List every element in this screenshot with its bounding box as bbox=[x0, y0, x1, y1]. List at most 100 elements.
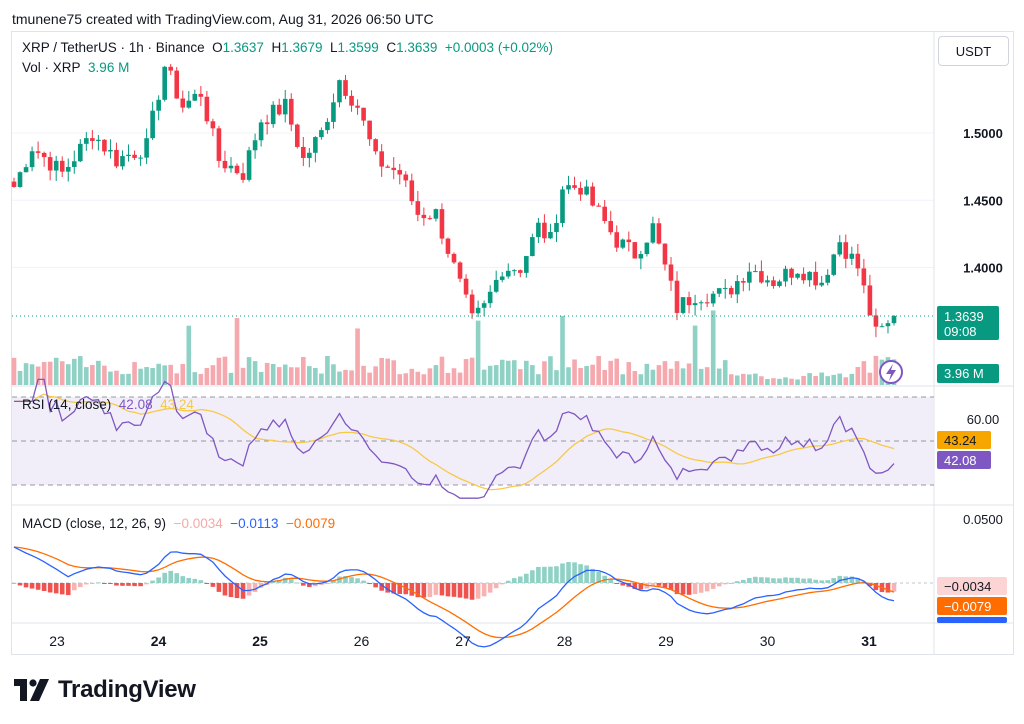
macd-histogram-bar bbox=[41, 583, 47, 591]
volume-bar bbox=[53, 357, 59, 385]
candle-body bbox=[228, 165, 234, 169]
macd-histogram-bar bbox=[162, 572, 167, 583]
macd-histogram-bar bbox=[343, 576, 348, 583]
volume-bar bbox=[288, 367, 294, 385]
volume-bar bbox=[855, 367, 861, 385]
macd-histogram-bar bbox=[180, 576, 186, 583]
volume-bar bbox=[662, 361, 668, 385]
volume-bar bbox=[65, 364, 71, 385]
macd-histogram-bar bbox=[421, 583, 427, 598]
candle-body bbox=[765, 280, 770, 283]
time-tick-label: 29 bbox=[658, 633, 674, 649]
volume-bar bbox=[192, 372, 198, 385]
volume-bar bbox=[258, 372, 264, 385]
candle-body bbox=[656, 223, 662, 244]
volume-bars bbox=[11, 310, 897, 385]
candle-body bbox=[11, 181, 17, 187]
volume-bar bbox=[499, 359, 505, 385]
volume-bar bbox=[493, 365, 499, 385]
candle-body bbox=[240, 173, 246, 180]
volume-bar bbox=[704, 367, 710, 385]
candle-body bbox=[837, 242, 843, 255]
macd-hist-badge-label: −0.0034 bbox=[944, 579, 991, 594]
candle-body bbox=[843, 242, 849, 259]
volume-bar bbox=[325, 356, 330, 385]
tradingview-logo[interactable]: TradingView bbox=[14, 676, 196, 704]
volume-bar bbox=[355, 328, 360, 385]
volume-bar bbox=[825, 376, 830, 385]
macd-histogram-bar bbox=[674, 583, 680, 595]
candle-body bbox=[325, 121, 330, 131]
macd-histogram-bar bbox=[373, 583, 378, 588]
macd-histogram-bar bbox=[614, 583, 620, 584]
currency-unit-button[interactable]: USDT bbox=[938, 36, 1009, 66]
volume-bar bbox=[469, 357, 475, 385]
volume-bar bbox=[216, 357, 222, 385]
macd-histogram-bar bbox=[90, 583, 95, 584]
volume-bar bbox=[710, 310, 716, 385]
macd-histogram-bar bbox=[771, 578, 776, 583]
volume-bar bbox=[650, 369, 656, 385]
candle-body bbox=[433, 209, 439, 219]
macd-histogram-bar bbox=[276, 579, 282, 583]
candle-body bbox=[566, 185, 571, 190]
candle-body bbox=[174, 70, 180, 99]
volume-bar bbox=[204, 367, 210, 385]
macd-histogram-bar bbox=[379, 583, 384, 591]
candle-body bbox=[379, 151, 384, 167]
macd-histogram-bar bbox=[367, 583, 372, 585]
candle-body bbox=[620, 239, 626, 248]
macd-histogram-bar bbox=[168, 570, 174, 583]
macd-histogram-bar bbox=[294, 582, 300, 584]
candle-body bbox=[650, 223, 656, 243]
macd-histogram-bar bbox=[825, 580, 830, 583]
candle-body bbox=[96, 139, 101, 141]
candle-body bbox=[138, 157, 143, 159]
volume-bar bbox=[198, 373, 204, 385]
candle-body bbox=[288, 98, 294, 125]
volume-bar bbox=[96, 360, 101, 385]
macd-histogram-bar bbox=[132, 583, 137, 587]
volume-bar bbox=[554, 370, 559, 385]
last-price-label: 1.3639 bbox=[944, 309, 984, 324]
macd-histogram-bar bbox=[35, 583, 41, 590]
candle-body bbox=[373, 139, 378, 152]
candle-body bbox=[294, 124, 300, 147]
volume-bar bbox=[17, 370, 23, 385]
volume-bar bbox=[777, 378, 782, 385]
macd-histogram-bar bbox=[355, 578, 360, 583]
volume-bar bbox=[120, 374, 125, 385]
macd-histogram-bar bbox=[451, 583, 457, 597]
candle-body bbox=[186, 100, 192, 108]
macd-histogram-bar bbox=[337, 576, 342, 583]
candle-body bbox=[849, 253, 855, 259]
candle-body bbox=[192, 93, 198, 101]
candle-body bbox=[867, 285, 873, 316]
volume-bar bbox=[674, 361, 680, 385]
grid-lines bbox=[12, 32, 1013, 654]
macd-histogram-bar bbox=[837, 575, 843, 583]
macd-histogram-bar bbox=[433, 583, 439, 595]
volume-bar bbox=[795, 379, 800, 385]
macd-histogram-bar bbox=[554, 566, 559, 583]
volume-bar bbox=[668, 368, 674, 385]
volume-bar bbox=[264, 362, 270, 385]
macd-histogram-bar bbox=[270, 581, 276, 583]
macd-line bbox=[13, 546, 895, 648]
volume-badge-label: 3.96 M bbox=[944, 366, 984, 381]
candle-body bbox=[487, 291, 493, 304]
macd-histogram-bar bbox=[11, 583, 17, 584]
volume-bar bbox=[252, 361, 258, 385]
volume-bar bbox=[813, 376, 818, 385]
candle-body bbox=[530, 237, 535, 257]
volume-bar bbox=[692, 325, 698, 385]
macd-histogram-bar bbox=[716, 583, 722, 587]
macd-histogram-bar bbox=[391, 583, 397, 594]
volume-bar bbox=[698, 368, 704, 385]
macd-histogram-bar bbox=[656, 583, 662, 586]
macd-histogram-bar bbox=[78, 583, 83, 588]
volume-bar bbox=[240, 367, 246, 385]
candle-body bbox=[204, 96, 210, 122]
volume-bar bbox=[475, 320, 481, 385]
